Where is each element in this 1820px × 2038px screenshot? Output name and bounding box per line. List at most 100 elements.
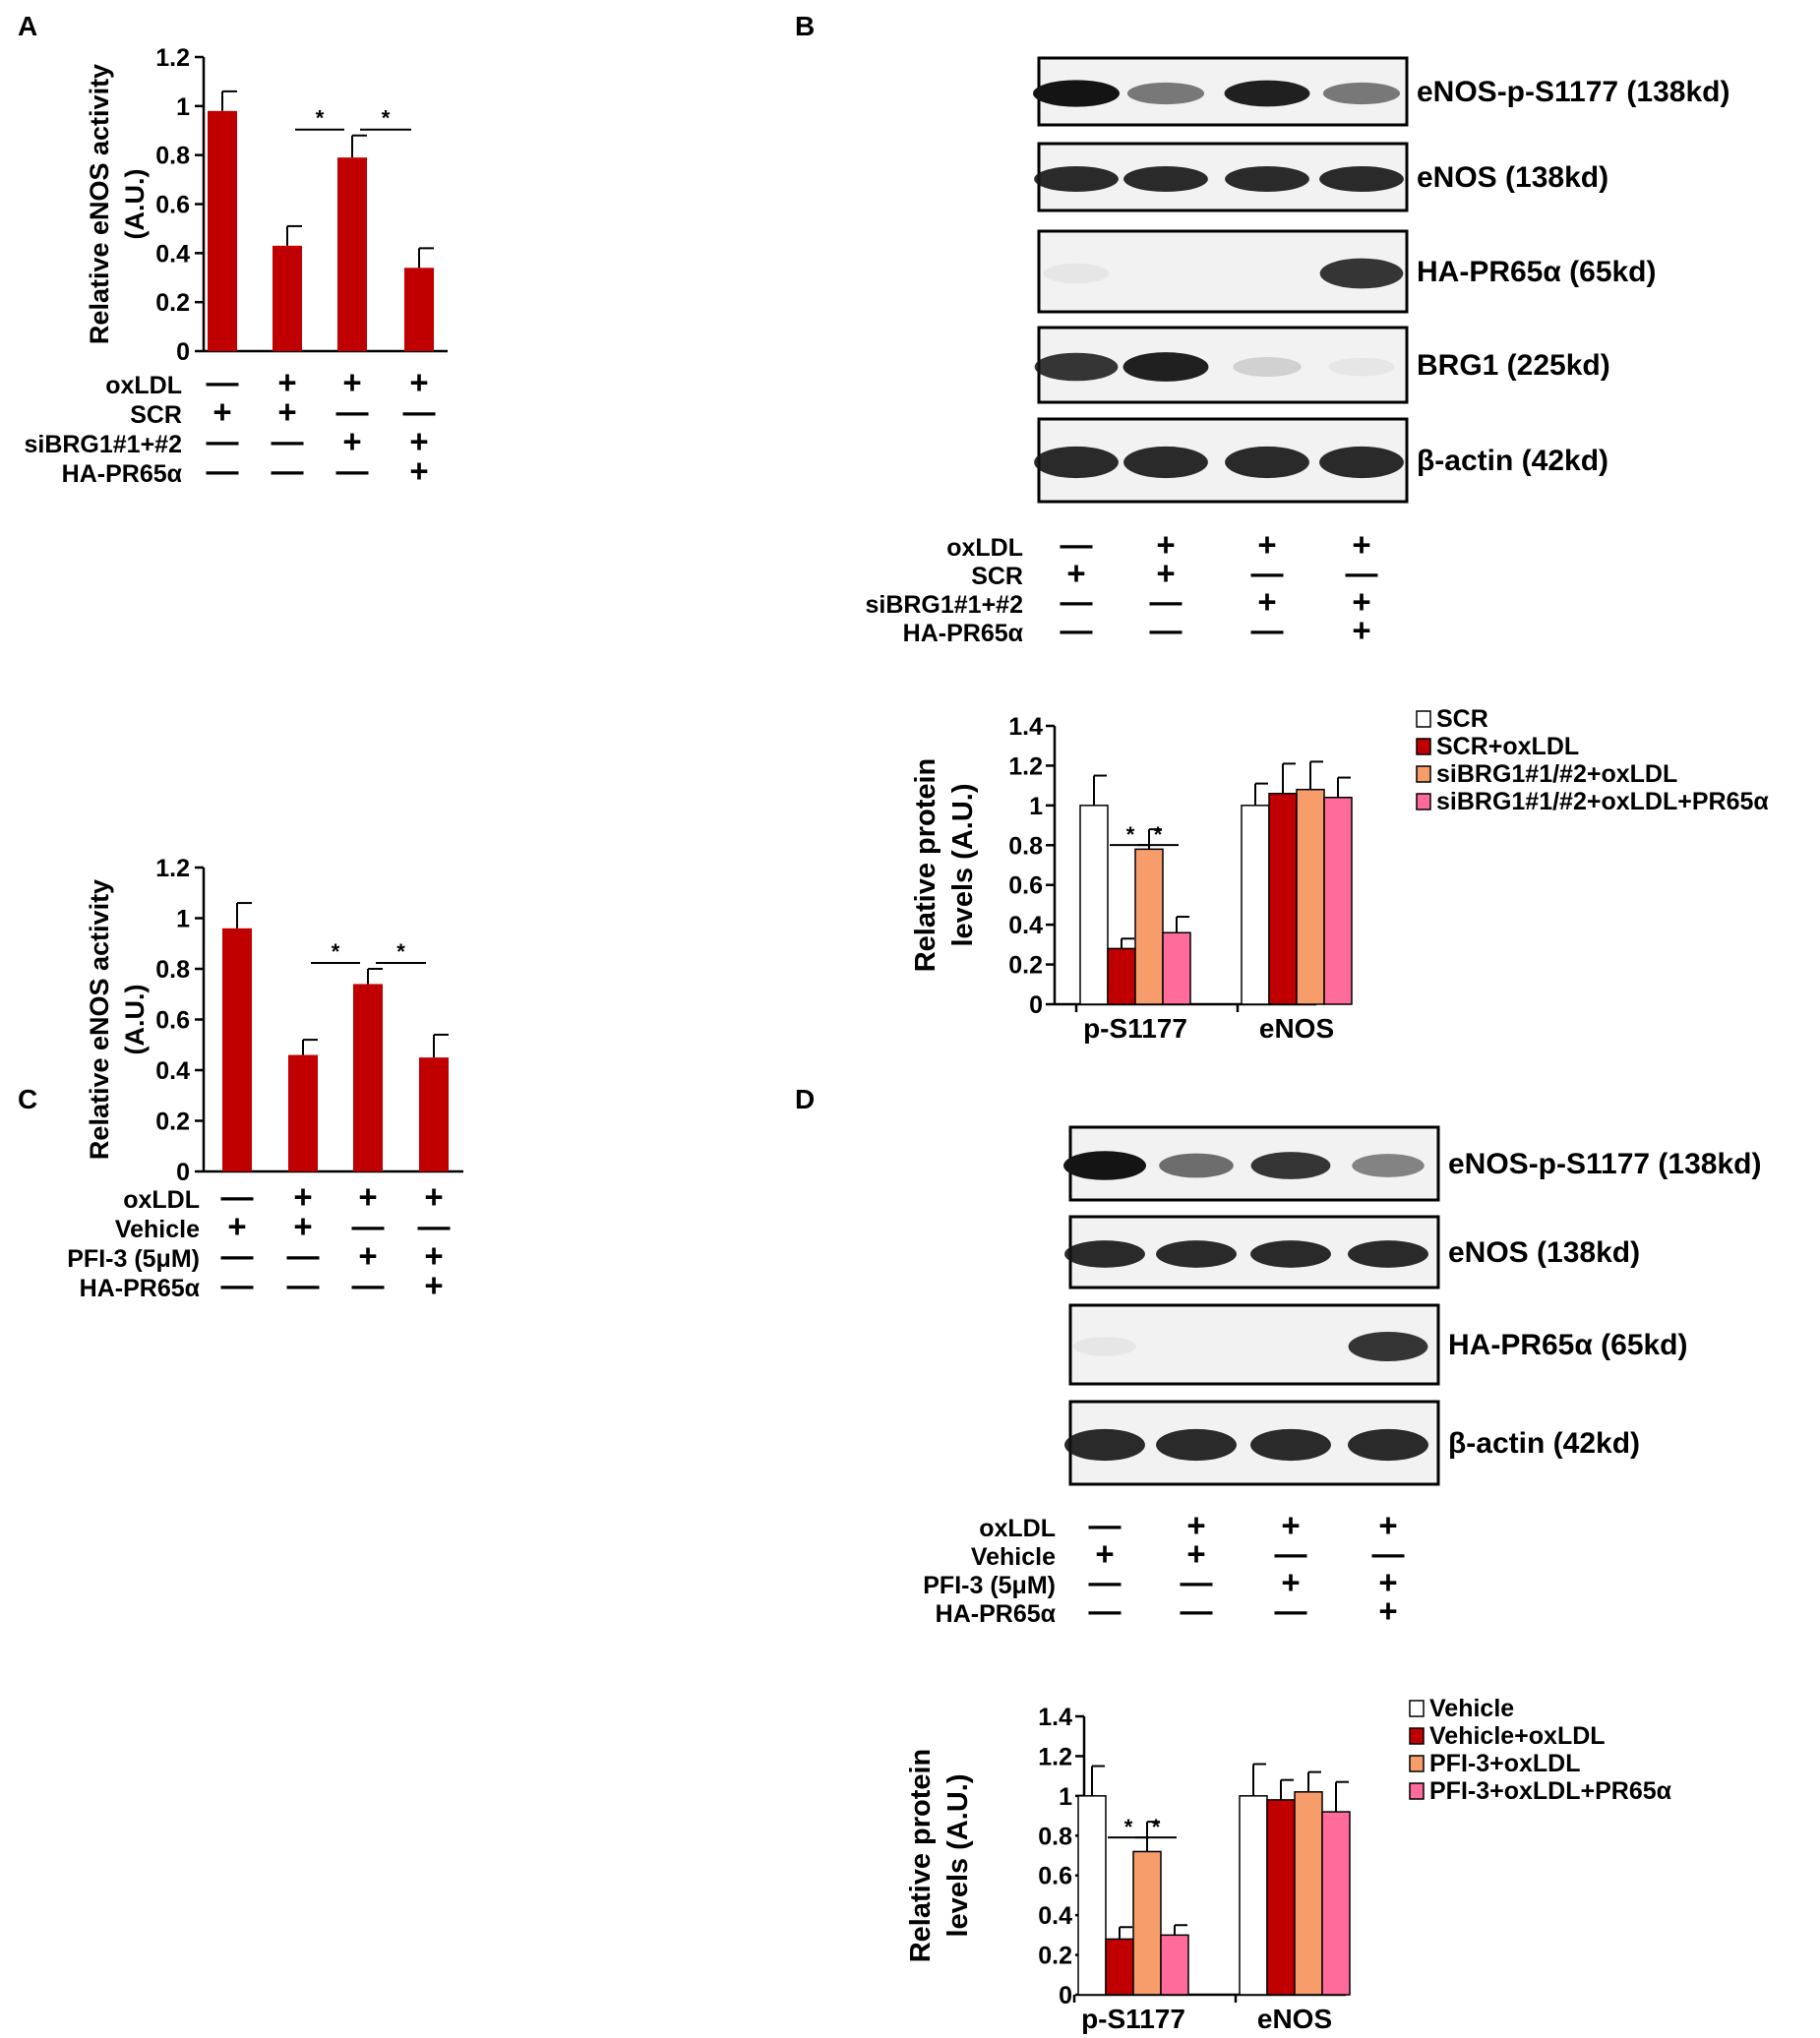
condition-plus: + [293, 1178, 312, 1215]
y-tick-label: 0.2 [1038, 1943, 1072, 1970]
y-tick-label: 0.4 [1008, 912, 1043, 939]
condition-plus: + [293, 1208, 312, 1244]
y-tick-label: 0.6 [155, 1007, 190, 1035]
condition-minus: — [272, 452, 304, 489]
condition-minus: — [1181, 1564, 1213, 1600]
bar [208, 110, 237, 351]
y-tick-label: 1.2 [155, 44, 190, 72]
bar [1132, 1850, 1162, 1996]
y-tick-label: 0.8 [1038, 1823, 1072, 1850]
condition-plus: + [358, 1178, 377, 1215]
condition-plus: + [1156, 526, 1175, 563]
panel-label-b: B [795, 11, 815, 41]
blot-band [1156, 1240, 1237, 1268]
blot-band [1122, 352, 1209, 382]
y-tick-label: 1.4 [1008, 713, 1043, 741]
blot-band [1322, 82, 1401, 105]
condition-label: HA-PR65α [62, 460, 183, 488]
bar [1079, 805, 1109, 1005]
x-tick-label: eNOS [1259, 1013, 1334, 1044]
blot-label: β-actin (42kd) [1417, 445, 1608, 477]
bar [1296, 788, 1325, 1005]
y-tick-label: 0 [176, 338, 190, 366]
bar [1160, 1934, 1189, 1996]
blot-label: eNOS-p-S1177 (138kd) [1448, 1148, 1761, 1180]
condition-label: SCR [971, 563, 1023, 590]
y-tick-label: 0.6 [1008, 872, 1043, 900]
condition-label: siBRG1#1+#2 [24, 431, 182, 458]
y-tick-label: 0.2 [1008, 952, 1043, 980]
blot-band [1348, 1240, 1428, 1268]
y-axis-label-line: Relative eNOS activity [85, 64, 114, 344]
condition-label: Vehicle [971, 1543, 1056, 1571]
y-tick-label: 1 [176, 93, 190, 121]
bar [1239, 1795, 1268, 1996]
blot-band [1250, 1152, 1331, 1179]
condition-plus: + [1186, 1507, 1205, 1543]
blot-label: β-actin (42kd) [1448, 1427, 1640, 1460]
condition-plus: + [1257, 583, 1276, 620]
condition-label: oxLDL [946, 534, 1023, 562]
condition-plus: + [1281, 1507, 1300, 1543]
significance-star: * [1154, 822, 1163, 847]
y-tick-label: 0.8 [1008, 832, 1043, 860]
blot-band [1328, 357, 1395, 377]
condition-minus: — [352, 1208, 385, 1244]
condition-minus: — [1251, 555, 1284, 591]
western-blot-b: eNOS-p-S1177 (138kd) eNOS (138kd) HA-PR65α… [865, 56, 1729, 648]
significance-star: * [332, 939, 340, 964]
condition-label: Vehicle [115, 1216, 200, 1243]
condition-minus: — [1181, 1592, 1213, 1629]
blot-band [1064, 1240, 1145, 1268]
panel-label-a: A [18, 11, 37, 41]
y-tick-label: 0.8 [155, 956, 190, 984]
bar [1077, 1795, 1107, 1996]
condition-label: HA-PR65α [80, 1275, 201, 1302]
condition-minus: — [207, 423, 239, 459]
bar [1266, 1799, 1296, 1996]
y-tick-label: 0.6 [1038, 1863, 1072, 1890]
condition-plus: + [1352, 612, 1370, 648]
bar [273, 245, 302, 351]
blot-band [1126, 82, 1205, 105]
y-axis-label: Relative protein levels (A.U.) [905, 1749, 974, 1963]
blot-label: eNOS (138kd) [1417, 161, 1608, 194]
blot-band [1033, 80, 1120, 107]
condition-minus: — [287, 1237, 320, 1274]
condition-plus: + [424, 1237, 443, 1274]
bar [1162, 931, 1191, 1005]
condition-minus: — [221, 1237, 254, 1274]
blot-label: HA-PR65α (65kd) [1448, 1329, 1688, 1361]
blot-band [1233, 356, 1302, 378]
y-axis-label-line: levels (A.U.) [947, 784, 979, 947]
condition-plus: + [342, 364, 361, 400]
blot-band [1319, 165, 1404, 193]
condition-plus: + [227, 1208, 246, 1244]
significance-star: * [1152, 1815, 1161, 1839]
blot-band [1225, 165, 1309, 193]
blot-band [1224, 80, 1310, 107]
y-tick-label: 1 [176, 906, 190, 933]
condition-minus: — [1061, 612, 1093, 648]
y-axis-label-line: Relative protein [910, 758, 941, 973]
condition-minus: — [336, 393, 369, 430]
condition-plus: + [1066, 555, 1085, 591]
condition-minus: — [352, 1267, 385, 1303]
blot-band [1250, 1240, 1331, 1268]
bar [1241, 805, 1270, 1005]
blot-band [1319, 258, 1404, 289]
condition-plus: + [424, 1267, 443, 1303]
y-tick-label: 1.2 [1038, 1743, 1072, 1770]
legend-swatch [1416, 765, 1431, 783]
significance-star: * [316, 106, 325, 131]
legend-swatch [1416, 793, 1431, 810]
bar [1323, 797, 1353, 1005]
chart-b-protein-levels: 0 0.2 0.4 0.6 0.8 1 1.2 1.4 p-S1177 eNOS * * Relativ… [910, 705, 1769, 1044]
blot-band [1064, 1428, 1145, 1462]
condition-minus: — [1150, 583, 1183, 620]
blot-label: eNOS-p-S1177 (138kd) [1417, 76, 1729, 108]
blot-band [1034, 352, 1119, 382]
panel-label-d: D [795, 1084, 815, 1114]
blot-band [1123, 165, 1208, 193]
